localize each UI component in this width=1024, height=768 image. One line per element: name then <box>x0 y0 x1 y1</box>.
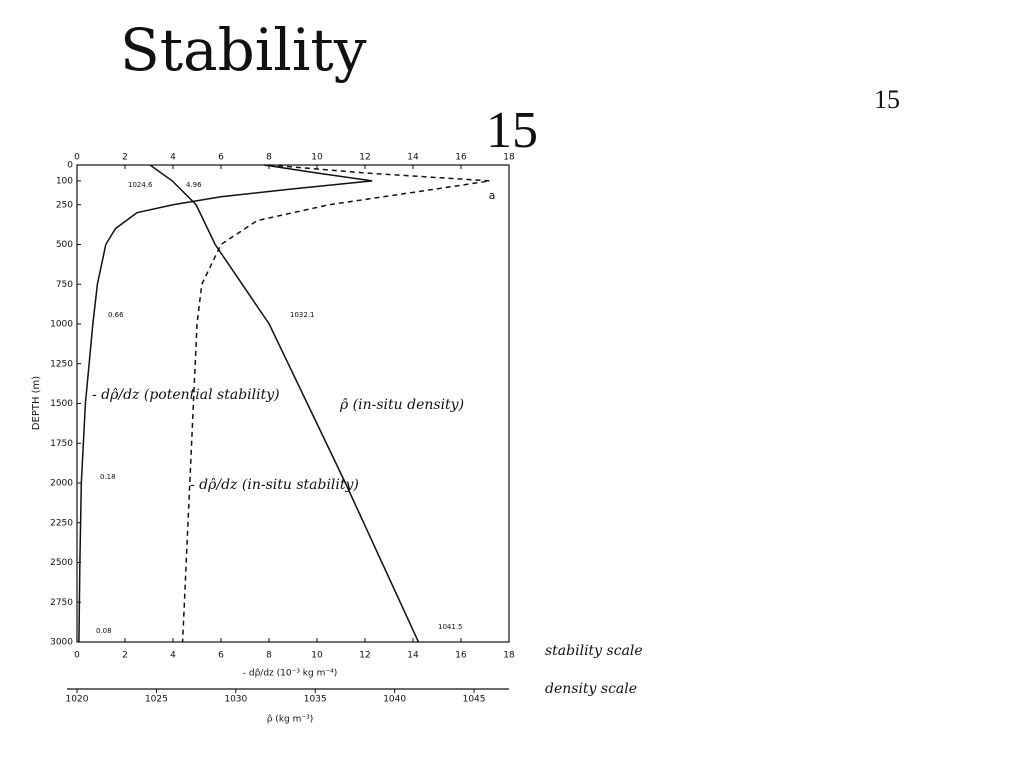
y-tick-label: 1250 <box>50 359 73 369</box>
x-tick-label: 2 <box>122 651 128 661</box>
annotation: 0.66 <box>108 311 124 319</box>
x-tick-label: 10 <box>311 651 323 661</box>
x-tick-label: 0 <box>74 153 80 163</box>
y-tick-label: 2500 <box>50 558 73 568</box>
series-line <box>149 164 420 643</box>
x2-axis-label: ρ̂ (kg m⁻³) <box>267 714 314 725</box>
x2-tick-label: 1020 <box>66 695 89 705</box>
x2-tick-label: 1030 <box>224 695 247 705</box>
x-tick-label: 0 <box>74 651 80 661</box>
y-tick-label: 500 <box>56 240 73 250</box>
scale-note: stability scale <box>545 643 643 659</box>
series-line <box>78 164 373 643</box>
x-tick-label: 16 <box>455 651 467 661</box>
x2-tick-label: 1035 <box>304 695 327 705</box>
slide-title: Stability <box>120 16 367 84</box>
x-tick-label: 14 <box>407 651 419 661</box>
y-tick-label: 100 <box>56 176 73 186</box>
x-tick-label: 4 <box>170 651 176 661</box>
x2-tick-label: 1025 <box>145 695 168 705</box>
panel-label: a <box>489 189 496 202</box>
y-tick-label: 1500 <box>50 399 73 409</box>
series-label: ρ̂ (in-situ density) <box>339 397 464 413</box>
y-tick-label: 2000 <box>50 479 73 489</box>
x-tick-label: 2 <box>122 153 128 163</box>
y-tick-label: 0 <box>67 161 73 171</box>
y-tick-label: 750 <box>56 280 73 290</box>
annotation: 4.96 <box>186 181 202 189</box>
y-tick-label: 1750 <box>50 439 73 449</box>
y-tick-label: 1000 <box>50 320 73 330</box>
series-label: - dρ̂/dz (potential stability) <box>92 387 280 403</box>
series-label: - dρ̂/dz (in-situ stability) <box>190 477 359 493</box>
x-tick-label: 14 <box>407 153 419 163</box>
scale-note: density scale <box>545 681 637 697</box>
x-tick-label: 12 <box>359 153 370 163</box>
x-tick-label: 6 <box>218 153 224 163</box>
annotation: 1024.6 <box>128 181 153 189</box>
x-tick-label: 16 <box>455 153 467 163</box>
page-number: 15 <box>486 102 538 159</box>
x-tick-label: 8 <box>266 651 272 661</box>
annotation: 1032.1 <box>290 311 315 319</box>
y-tick-label: 2250 <box>50 518 73 528</box>
annotation: 1041.5 <box>438 623 463 631</box>
x-tick-label: 6 <box>218 651 224 661</box>
x2-tick-label: 1045 <box>463 695 486 705</box>
x-tick-label: 18 <box>503 651 515 661</box>
x-tick-label: 12 <box>359 651 370 661</box>
x-tick-label: 8 <box>266 153 272 163</box>
y-tick-label: 250 <box>56 200 73 210</box>
x-tick-label: 18 <box>503 153 515 163</box>
annotation: 0.08 <box>96 627 112 635</box>
x-tick-label: 4 <box>170 153 176 163</box>
x-axis-label: - dρ̂/dz (10⁻³ kg m⁻⁴) <box>243 668 337 679</box>
y-tick-label: 2750 <box>50 598 73 608</box>
x-tick-label: 10 <box>311 153 323 163</box>
annotation: 0.18 <box>100 473 116 481</box>
y-axis-label: DEPTH (m) <box>31 376 42 430</box>
y-tick-label: 3000 <box>50 638 73 648</box>
corner-number: 15 <box>874 85 900 114</box>
x2-tick-label: 1040 <box>383 695 406 705</box>
